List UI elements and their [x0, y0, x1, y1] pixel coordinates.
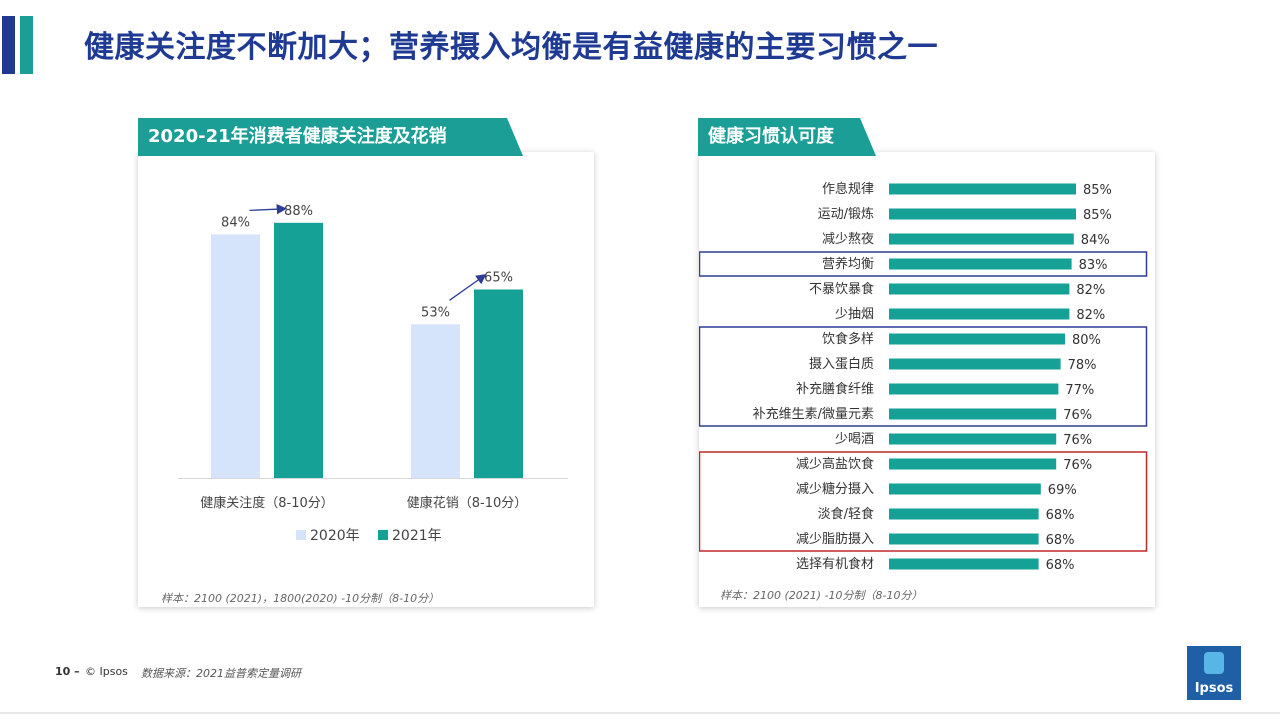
- habit-bar: [889, 283, 1070, 295]
- legend-label-1: 2021年: [392, 528, 442, 544]
- page-title: 健康关注度不断加大；营养摄入均衡是有益健康的主要习惯之一: [84, 30, 938, 65]
- x-tick-label: 健康关注度（8-10分）: [200, 495, 334, 511]
- habit-bar: [889, 258, 1072, 270]
- footer-divider: [0, 712, 1280, 714]
- data-label: 68%: [1046, 508, 1075, 523]
- right-footnote: 样本：2100 (2021) -10分制（8-10分）: [720, 589, 923, 602]
- right-chart-panel: 作息规律 85% 运动/锻炼 85% 减少熬夜 84% 营养均衡 83% 不暴饮暴食 82% 少抽烟…: [699, 152, 1155, 607]
- x-tick-label: 健康花销（8-10分）: [407, 495, 528, 511]
- category-label: 淡食/轻食: [818, 506, 874, 522]
- data-label: 76%: [1063, 408, 1092, 423]
- data-label: 85%: [1083, 183, 1112, 198]
- legend-label-0: 2020年: [310, 528, 360, 544]
- category-label: 减少脂肪摄入: [796, 531, 874, 547]
- category-label: 运动/锻炼: [818, 207, 874, 222]
- habit-bar: [889, 308, 1070, 320]
- logo-text: Ipsos: [1194, 681, 1234, 696]
- left-chart-panel: 84% 88% 健康关注度（8-10分） 53% 65% 健康花销（8-10分） 2020年…: [138, 152, 594, 607]
- trend-arrow-icon: [249, 203, 288, 215]
- habit-bar: [889, 458, 1057, 470]
- category-label: 减少高盐饮食: [796, 456, 874, 472]
- data-label: 88%: [284, 204, 313, 219]
- bar-2021-0: [274, 222, 323, 478]
- data-label: 80%: [1072, 333, 1101, 348]
- category-label: 补充维生素/微量元素: [753, 406, 874, 422]
- category-label: 少抽烟: [835, 307, 874, 322]
- trend-arrow-icon: [449, 273, 487, 301]
- bar-2020-0: [211, 234, 260, 478]
- ipsos-logo: Ipsos: [1187, 646, 1241, 700]
- category-label: 选择有机食材: [796, 556, 874, 572]
- category-label: 摄入蛋白质: [809, 356, 874, 372]
- habit-bar: [889, 183, 1076, 195]
- right-panel-tag: 健康习惯认可度: [698, 118, 876, 156]
- data-label: 82%: [1076, 308, 1105, 323]
- data-label: 85%: [1083, 208, 1112, 223]
- habit-bar: [889, 483, 1041, 495]
- habit-bar: [889, 533, 1039, 545]
- data-label: 76%: [1063, 433, 1092, 448]
- category-label: 补充膳食纤维: [796, 381, 874, 397]
- category-label: 少喝酒: [835, 432, 874, 447]
- highlight-box-1: [699, 326, 1148, 427]
- data-label: 68%: [1046, 533, 1075, 548]
- habit-bar: [889, 333, 1065, 345]
- data-label: 69%: [1048, 483, 1077, 498]
- footer-brand: © Ipsos: [85, 665, 128, 678]
- data-label: 65%: [484, 271, 513, 286]
- category-label: 作息规律: [822, 181, 874, 197]
- habit-bar: [889, 358, 1061, 370]
- bar-2021-1: [474, 289, 523, 478]
- habit-bar: [889, 233, 1074, 245]
- category-label: 饮食多样: [822, 331, 874, 347]
- habit-bar: [889, 558, 1039, 570]
- data-label: 83%: [1079, 258, 1108, 273]
- habit-approval-bar-chart: 作息规律 85% 运动/锻炼 85% 减少熬夜 84% 营养均衡 83% 不暴饮暴食 82% 少抽烟…: [699, 181, 1148, 573]
- habit-bar: [889, 433, 1057, 445]
- highlight-box-0: [699, 251, 1148, 277]
- data-label: 53%: [421, 305, 450, 320]
- category-label: 减少糖分摄入: [796, 481, 874, 497]
- data-label: 84%: [1081, 233, 1110, 248]
- data-label: 77%: [1065, 383, 1094, 398]
- habit-bar: [889, 208, 1076, 220]
- page-number: 10 –: [55, 665, 80, 678]
- data-source: 数据来源：2021益普索定量调研: [141, 667, 301, 680]
- highlight-box-2: [699, 451, 1148, 552]
- left-panel-tag: 2020-21年消费者健康关注度及花销: [138, 118, 523, 156]
- accent-bar-blue: [2, 16, 15, 74]
- data-label: 68%: [1046, 558, 1075, 573]
- habit-bar: [889, 508, 1039, 520]
- data-label: 78%: [1068, 358, 1097, 373]
- category-label: 减少熬夜: [822, 231, 874, 247]
- habit-bar: [889, 383, 1059, 395]
- spend-attention-bar-chart: 84% 88% 健康关注度（8-10分） 53% 65% 健康花销（8-10分） 2020年…: [178, 203, 568, 544]
- habit-bar: [889, 408, 1057, 420]
- legend-swatch-1: [378, 530, 388, 540]
- bar-2020-1: [411, 324, 460, 478]
- accent-bar-teal: [20, 16, 33, 74]
- left-footnote: 样本：2100 (2021)，1800(2020) -10分制（8-10分）: [161, 592, 440, 605]
- logo-mark-icon: [1204, 652, 1224, 674]
- legend-swatch-0: [296, 530, 306, 540]
- data-label: 82%: [1076, 283, 1105, 298]
- data-label: 76%: [1063, 458, 1092, 473]
- data-label: 84%: [221, 215, 250, 230]
- category-label: 不暴饮暴食: [809, 281, 874, 297]
- category-label: 营养均衡: [822, 256, 874, 272]
